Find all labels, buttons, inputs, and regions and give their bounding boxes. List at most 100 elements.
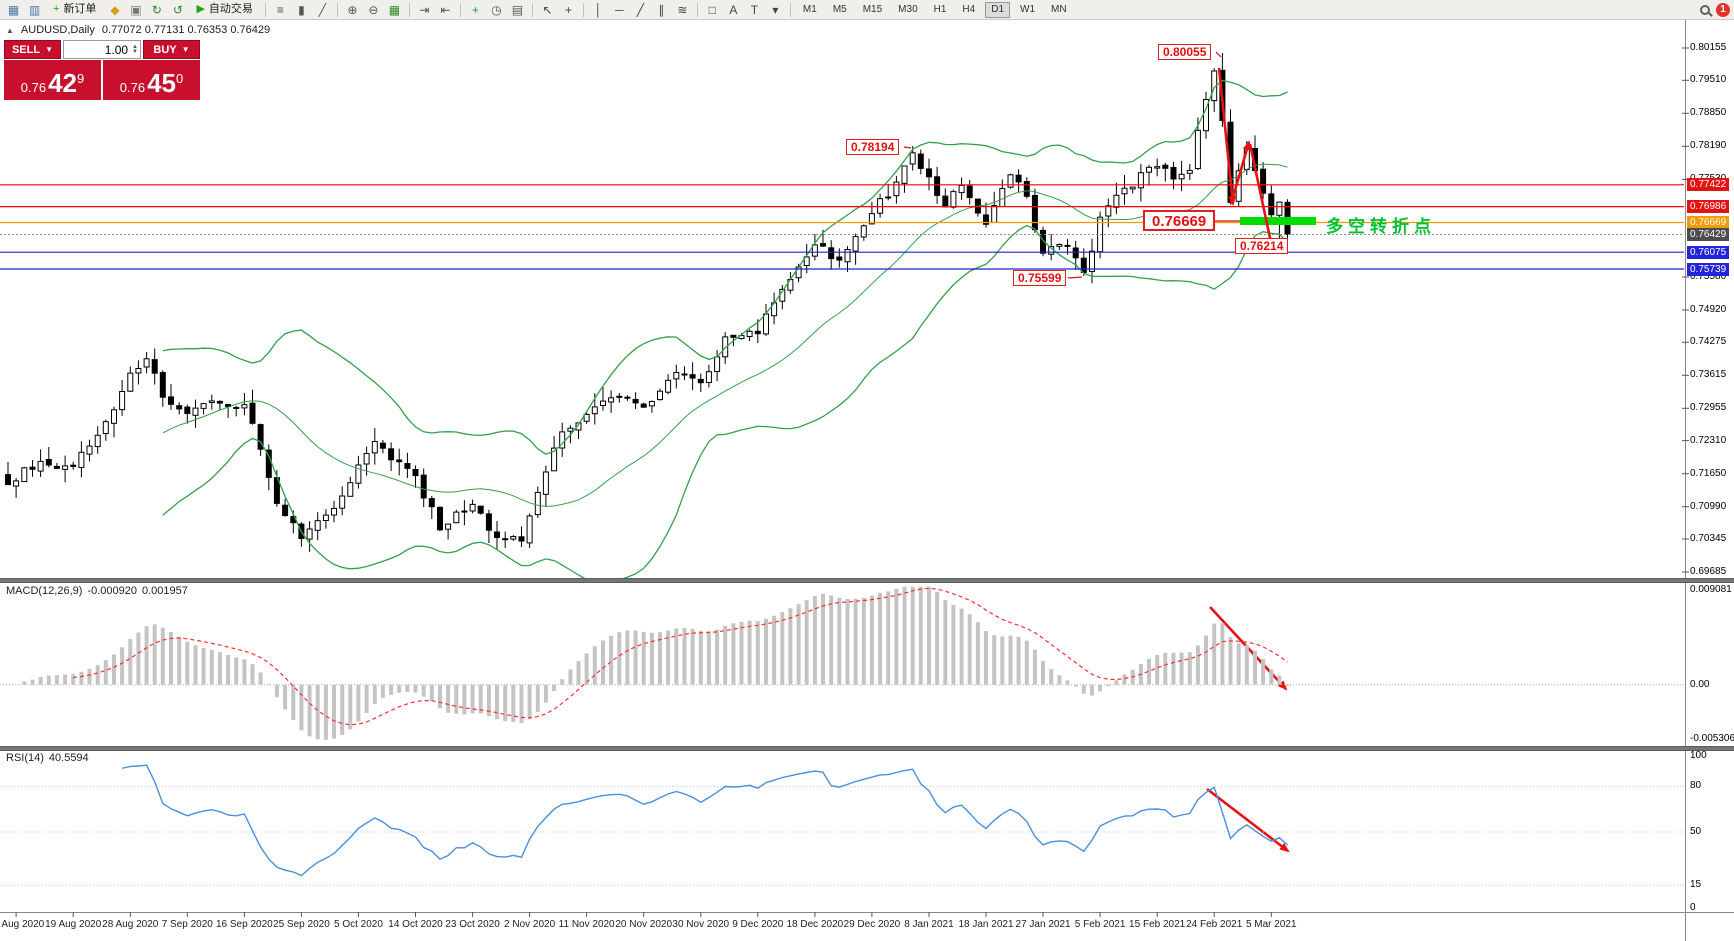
shapes-icon[interactable]: □ bbox=[703, 1, 722, 18]
refresh-icon[interactable]: ↻ bbox=[147, 1, 166, 18]
timeframe-h1[interactable]: H1 bbox=[933, 4, 947, 15]
zoom-out-icon[interactable]: ⊖ bbox=[364, 1, 383, 18]
trend-arrow[interactable] bbox=[1229, 140, 1251, 205]
trend-arrow[interactable] bbox=[1248, 143, 1276, 254]
bollinger-upper-band[interactable] bbox=[162, 79, 1288, 455]
spinner-down-icon[interactable]: ▼ bbox=[132, 48, 138, 55]
timeframe-m5[interactable]: M5 bbox=[832, 4, 847, 15]
line-chart-icon[interactable]: ╱ bbox=[313, 1, 332, 18]
price-callout-0.80055[interactable]: 0.80055 bbox=[1158, 44, 1212, 60]
price-axis[interactable]: 0.801550.795100.788500.781900.775300.755… bbox=[1687, 0, 1734, 941]
rsi-scale-50: 50 bbox=[1690, 826, 1702, 837]
callout-connector bbox=[903, 146, 912, 149]
callout-connector bbox=[1215, 51, 1222, 58]
volume-input[interactable]: 1.00 ▲ ▼ bbox=[63, 40, 141, 59]
date-label: 16 Sep 2020 bbox=[215, 919, 273, 930]
rsi-panel bbox=[0, 764, 1684, 886]
bar-chart-icon[interactable]: ≡ bbox=[271, 1, 290, 18]
text-icon-glyph: A bbox=[729, 2, 738, 17]
macd-signal-value: 0.001957 bbox=[141, 585, 188, 597]
timeframe-d1[interactable]: D1 bbox=[985, 1, 1011, 18]
sell-label: SELL bbox=[11, 43, 41, 56]
candlestick-chart-icon[interactable]: ▮ bbox=[292, 1, 311, 18]
zoom-in-icon[interactable]: ⊕ bbox=[343, 1, 362, 18]
sell-price-point: 9 bbox=[77, 71, 85, 86]
tile-windows-icon[interactable]: ▦ bbox=[385, 1, 404, 18]
history-center-icon[interactable]: ↺ bbox=[168, 1, 187, 18]
date-label: 2 Nov 2020 bbox=[504, 919, 556, 930]
sell-dropdown-button[interactable]: SELL ▼ bbox=[4, 40, 61, 59]
horizontal-line-icon[interactable]: ─ bbox=[610, 1, 629, 18]
more-drawing-icon[interactable]: ▾ bbox=[766, 1, 785, 18]
trend-arrow[interactable] bbox=[1206, 787, 1290, 853]
price-tick: 0.70345 bbox=[1690, 532, 1727, 544]
timeframe-m30[interactable]: M30 bbox=[898, 4, 918, 15]
channel-icon[interactable]: ∥ bbox=[652, 1, 671, 18]
timeframe-m1[interactable]: M1 bbox=[802, 4, 817, 15]
macd-panel-splitter[interactable] bbox=[0, 578, 1734, 583]
toolbar-separator bbox=[696, 2, 698, 17]
volume-value: 1.00 bbox=[104, 42, 129, 57]
trend-arrow[interactable] bbox=[1217, 67, 1237, 206]
buy-price-button[interactable]: 0.76450 bbox=[103, 60, 200, 100]
timeframe-mn[interactable]: MN bbox=[1051, 4, 1067, 15]
crosshair-icon[interactable]: + bbox=[559, 1, 578, 18]
date-label: 28 Aug 2020 bbox=[102, 919, 159, 930]
bollinger-middle-band[interactable] bbox=[162, 163, 1288, 508]
timeframe-w1[interactable]: W1 bbox=[1020, 4, 1036, 15]
templates-icon[interactable]: ▤ bbox=[508, 1, 527, 18]
one-click-trading-panel: SELL ▼ 1.00 ▲ ▼ BUY ▼ 0.76429 0.76450 bbox=[4, 40, 200, 100]
buy-price-prefix: 0.76 bbox=[119, 80, 146, 95]
rsi-name: RSI(14) bbox=[6, 752, 44, 764]
fibonacci-icon[interactable]: ≋ bbox=[673, 1, 692, 18]
profiles-icon[interactable]: ◆ bbox=[105, 1, 124, 18]
auto-trading-button[interactable]: ▶ 自动交易 bbox=[189, 1, 259, 18]
volume-spinner[interactable]: ▲ ▼ bbox=[132, 43, 138, 55]
auto-scroll-icon[interactable]: ⇥ bbox=[415, 1, 434, 18]
arrows-tool-icon[interactable]: T bbox=[745, 1, 764, 18]
date-label: 5 Oct 2020 bbox=[333, 919, 383, 930]
new-order-button[interactable]: + 新订单 bbox=[46, 1, 103, 18]
price-level-label-0.76075: 0.76075 bbox=[1687, 245, 1730, 259]
buy-dropdown-button[interactable]: BUY ▼ bbox=[143, 40, 200, 59]
macd-name: MACD(12,26,9) bbox=[6, 585, 83, 597]
rsi-label[interactable]: RSI(14) 40.5594 bbox=[6, 752, 89, 764]
price-tick: 0.69685 bbox=[1690, 566, 1727, 577]
chart-shift-icon[interactable]: ⇤ bbox=[436, 1, 455, 18]
search-icon[interactable] bbox=[1700, 4, 1710, 15]
timeframe-m15[interactable]: M15 bbox=[862, 4, 883, 15]
spinner-up-icon[interactable]: ▲ bbox=[132, 43, 138, 50]
vertical-line-icon[interactable]: │ bbox=[589, 1, 608, 18]
rsi-panel-splitter[interactable] bbox=[0, 746, 1734, 751]
bollinger-lower-band[interactable] bbox=[162, 224, 1288, 583]
candlestick-chart-icon-glyph: ▮ bbox=[298, 2, 305, 17]
tick-chart-icon[interactable]: ▥ bbox=[25, 1, 44, 18]
text-icon[interactable]: A bbox=[724, 1, 743, 18]
cursor-icon[interactable]: ↖ bbox=[538, 1, 557, 18]
price-tick: 0.79510 bbox=[1690, 74, 1727, 86]
periods-icon[interactable]: ◷ bbox=[487, 1, 506, 18]
macd-signal-line bbox=[73, 587, 1288, 726]
turning-point-annotation[interactable]: 多空转折点 bbox=[1326, 217, 1436, 236]
price-tick: 0.72955 bbox=[1690, 402, 1727, 414]
notification-badge[interactable]: 1 bbox=[1716, 2, 1730, 17]
indicators-icon[interactable]: + bbox=[466, 1, 485, 18]
date-label: 9 Dec 2020 bbox=[732, 919, 784, 930]
sell-price-button[interactable]: 0.76429 bbox=[4, 60, 101, 100]
date-label: 20 Nov 2020 bbox=[615, 919, 673, 930]
date-label: 15 Feb 2021 bbox=[1129, 919, 1186, 930]
rsi-line bbox=[121, 764, 1288, 877]
turning-point-highlight[interactable] bbox=[1240, 217, 1316, 225]
chart-window-icon[interactable]: ▦ bbox=[4, 1, 23, 18]
price-callout-0.75599[interactable]: 0.75599 bbox=[1013, 270, 1067, 286]
price-callout-0.76669[interactable]: 0.76669 bbox=[1143, 210, 1216, 231]
macd-label[interactable]: MACD(12,26,9) -0.000920 0.001957 bbox=[6, 585, 188, 597]
timeframe-h4[interactable]: H4 bbox=[962, 4, 976, 15]
price-callout-0.78194[interactable]: 0.78194 bbox=[846, 139, 900, 155]
charts-grid-icon[interactable]: ▣ bbox=[126, 1, 145, 18]
trendline-icon[interactable]: ╱ bbox=[631, 1, 650, 18]
fibonacci-icon-glyph: ≋ bbox=[677, 2, 688, 17]
chart-shift-icon-glyph: ⇤ bbox=[440, 2, 451, 17]
